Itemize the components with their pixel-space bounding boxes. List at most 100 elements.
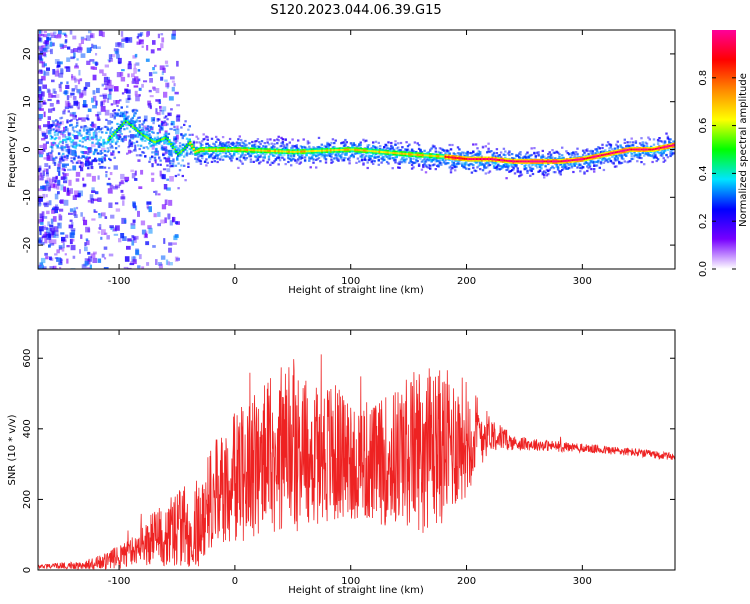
- spectrogram-cell: [103, 99, 107, 103]
- spectrogram-cell: [162, 106, 167, 112]
- spectrogram-cell: [208, 155, 211, 158]
- spectrogram-cell: [530, 153, 533, 157]
- spectrogram-cell: [85, 128, 89, 131]
- spectrogram-cell: [47, 98, 52, 102]
- spectrogram-ridge-cell: [123, 121, 126, 124]
- spectrogram-ridge-cell: [472, 158, 475, 161]
- spectrogram-ridge-cell: [329, 149, 333, 152]
- spectrogram-cell: [81, 90, 87, 96]
- spectrogram-cell: [541, 163, 544, 166]
- spectrogram-cell: [498, 154, 501, 157]
- spectrogram-cell: [98, 130, 101, 133]
- spectrogram-cell: [166, 164, 169, 167]
- spectrogram-cell: [548, 157, 551, 160]
- spectrogram-cell: [652, 155, 656, 158]
- spectrogram-cell: [380, 161, 383, 164]
- spectrogram-ridge-cell: [133, 127, 136, 129]
- spectrogram-cell: [63, 239, 67, 243]
- spectrogram-cell: [523, 155, 526, 158]
- spectrogram-cell: [161, 204, 167, 210]
- spectrogram-cell: [556, 151, 560, 154]
- spectrogram-cell: [387, 147, 390, 150]
- spectrogram-cell: [55, 144, 58, 147]
- spectrogram-cell: [330, 141, 333, 145]
- spectrogram-cell: [512, 163, 515, 166]
- spectrogram-cell: [191, 133, 194, 136]
- spectrogram-cell: [115, 49, 120, 55]
- spectrogram-cell: [109, 131, 112, 134]
- spectrogram-cell: [242, 142, 246, 145]
- spectrogram-cell: [170, 123, 173, 126]
- spectrogram-cell: [52, 158, 55, 164]
- spectrogram-cell: [140, 220, 146, 226]
- spectrogram-ridge-cell: [514, 160, 517, 163]
- spectrogram-cell: [62, 152, 65, 155]
- spectrogram-cell: [173, 128, 176, 131]
- spectrogram-cell: [212, 151, 215, 154]
- spectrogram-cell: [170, 154, 173, 157]
- spectrogram-ridge-cell: [444, 155, 447, 158]
- spectrogram-cell: [354, 143, 357, 147]
- spectrogram-cell: [215, 135, 218, 138]
- spectrogram-ridge-cell: [316, 149, 319, 152]
- spectrogram-cell: [80, 53, 86, 58]
- spectrogram-ridge-cell: [423, 154, 427, 157]
- spectrogram-cell: [597, 159, 600, 162]
- spectrogram-cell: [334, 139, 337, 142]
- spectrogram-cell: [73, 48, 78, 53]
- spectrogram-cell: [114, 142, 118, 145]
- spectrogram-ridge-cell: [331, 149, 334, 152]
- spectrogram-cell: [163, 238, 166, 244]
- spectrogram-cell: [73, 210, 77, 216]
- spectrogram-cell: [103, 157, 106, 160]
- spectrogram-cell: [335, 155, 339, 158]
- spectrogram-cell: [105, 131, 108, 134]
- spectrogram-cell: [167, 149, 171, 153]
- spectrogram-cell: [138, 87, 142, 91]
- spectrogram-cell: [55, 136, 58, 139]
- spectrogram-cell: [216, 157, 219, 160]
- spectrogram-cell: [103, 154, 107, 157]
- spectrogram-cell: [605, 144, 608, 147]
- spectrogram-cell: [39, 108, 44, 111]
- spectrogram-ridge-cell: [201, 148, 204, 151]
- spectrogram-cell: [54, 206, 59, 211]
- spectrogram-cell: [103, 87, 108, 90]
- spectrogram-cell: [323, 144, 326, 147]
- spectrogram-cell: [645, 145, 649, 148]
- spectrogram-cell: [551, 156, 554, 159]
- spectrogram-cell: [342, 157, 346, 160]
- spectrogram-cell: [158, 157, 161, 160]
- spectrogram-cell: [387, 157, 390, 160]
- spectrogram-cell: [374, 156, 378, 159]
- spectrogram-x-axis-label: Height of straight line (km): [288, 285, 424, 296]
- spectrogram-cell: [636, 160, 639, 163]
- spectrogram-cell: [283, 147, 286, 150]
- spectrogram-cell: [70, 92, 75, 96]
- spectrogram-cell: [579, 163, 582, 166]
- spectrogram-cell: [644, 152, 647, 156]
- spectrogram-cell: [180, 126, 183, 129]
- spectrogram-cell: [101, 31, 105, 38]
- spectrogram-cell: [91, 187, 95, 191]
- spectrogram-cell: [68, 106, 74, 109]
- spectrogram-cell: [529, 169, 532, 172]
- spectrogram-cell: [159, 105, 162, 109]
- spectrogram-cell: [95, 128, 98, 131]
- spectrogram-cell: [196, 156, 200, 159]
- spectrogram-cell: [123, 114, 126, 117]
- spectrogram-cell: [499, 167, 503, 170]
- spectrogram-cell: [87, 108, 92, 112]
- spectrogram-cell: [96, 152, 100, 155]
- spectrogram-cell: [70, 160, 73, 163]
- spectrogram-cell: [467, 167, 471, 171]
- spectrogram-cell: [629, 141, 632, 144]
- spectrogram-cell: [410, 163, 414, 166]
- spectrogram-cell: [176, 157, 179, 160]
- spectrogram-cell: [148, 132, 151, 136]
- spectrogram-ridge-cell: [269, 149, 272, 152]
- spectrogram-cell: [117, 151, 121, 154]
- spectrogram-ridge-cell: [288, 150, 291, 153]
- spectrogram-cell: [160, 76, 164, 81]
- spectrogram-cell: [459, 152, 462, 155]
